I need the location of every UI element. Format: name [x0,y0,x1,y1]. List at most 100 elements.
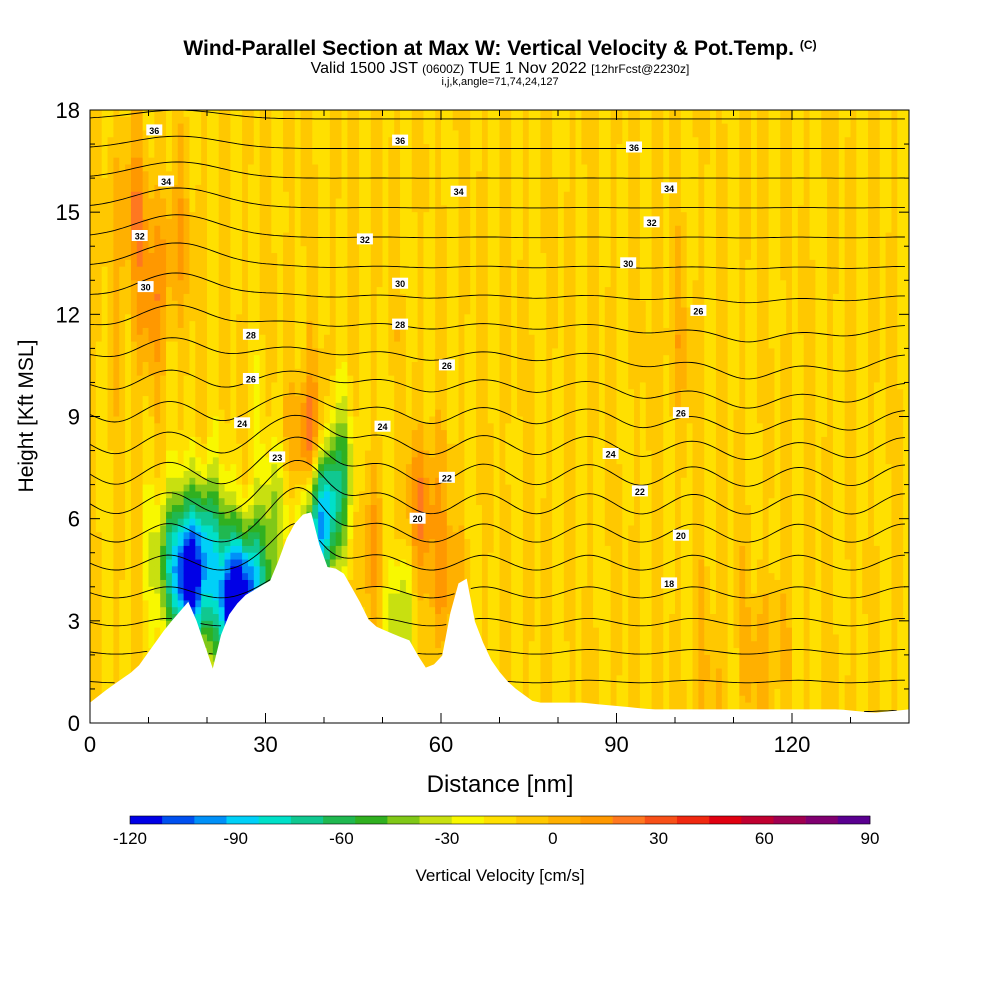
velocity-cell [283,450,290,458]
velocity-cell [353,525,360,533]
velocity-cell [171,532,179,540]
velocity-cell [101,280,109,288]
velocity-cell [142,573,150,581]
velocity-cell [253,470,261,479]
velocity-cell [382,436,389,445]
velocity-cell [113,648,120,656]
velocity-cell [353,559,360,567]
velocity-cell [212,552,220,561]
velocity-cell [359,470,366,479]
velocity-cell [405,539,413,547]
velocity-cell [148,341,155,349]
velocity-cell [300,137,308,145]
velocity-cell [382,382,389,390]
velocity-cell [388,491,395,499]
velocity-cell [224,423,231,431]
velocity-cell [283,137,290,145]
velocity-cell [136,423,144,431]
velocity-cell [277,314,284,322]
velocity-cell [283,362,290,370]
velocity-cell [148,614,155,622]
velocity-cell [177,545,185,554]
velocity-cell [201,579,208,588]
velocity-cell [265,348,272,356]
velocity-cell [119,191,126,200]
velocity-cell [353,389,360,397]
velocity-cell [359,116,366,125]
velocity-cell [405,457,413,465]
velocity-cell [335,545,343,554]
velocity-cell [347,341,354,349]
velocity-cell [400,586,407,595]
velocity-cell [253,246,261,254]
velocity-cell [359,498,366,506]
velocity-cell [242,470,249,479]
velocity-cell [359,382,366,390]
velocity-cell [195,266,202,275]
velocity-cell [294,116,302,125]
velocity-cell [359,123,366,132]
velocity-cell [207,184,214,193]
velocity-cell [107,450,114,458]
velocity-cell [171,300,179,309]
velocity-cell [253,266,261,275]
velocity-cell [294,191,302,200]
velocity-cell [312,157,319,166]
velocity-cell [142,586,150,595]
velocity-cell [95,116,103,125]
velocity-cell [171,525,179,533]
velocity-cell [353,314,360,322]
velocity-cell [166,511,173,520]
velocity-cell [130,348,138,356]
velocity-cell [405,259,413,268]
velocity-cell [370,430,378,438]
velocity-cell [189,198,196,206]
velocity-cell [388,116,395,125]
velocity-cell [212,321,220,329]
velocity-cell [166,607,173,615]
velocity-cell [142,525,150,533]
velocity-cell [195,239,202,247]
velocity-cell [171,259,179,268]
velocity-cell [376,607,384,615]
velocity-cell [236,123,243,132]
velocity-cell [201,450,208,458]
velocity-cell [107,348,114,356]
velocity-cell [195,491,202,499]
velocity-cell [136,566,144,574]
velocity-cell [160,464,167,472]
velocity-cell [265,307,272,315]
velocity-cell [148,545,155,554]
velocity-cell [130,614,138,622]
velocity-cell [154,164,161,172]
velocity-cell [107,607,114,615]
velocity-cell [154,450,161,458]
velocity-cell [277,171,284,179]
velocity-cell [136,178,144,186]
velocity-cell [125,239,132,247]
velocity-cell [347,573,354,581]
velocity-cell [283,525,290,533]
velocity-cell [288,266,296,275]
velocity-cell [218,157,226,166]
velocity-cell [136,593,144,601]
velocity-cell [166,402,173,411]
velocity-cell [125,212,132,220]
velocity-cell [154,545,161,554]
velocity-cell [230,280,237,288]
velocity-cell [394,402,401,411]
velocity-cell [329,191,337,200]
velocity-cell [370,511,378,520]
velocity-cell [166,321,173,329]
velocity-cell [312,423,319,431]
velocity-cell [119,246,126,254]
velocity-cell [212,559,220,567]
velocity-cell [364,178,372,186]
velocity-cell [183,443,191,452]
velocity-cell [388,123,395,132]
velocity-cell [347,123,354,132]
velocity-cell [90,362,97,370]
velocity-cell [195,218,202,227]
velocity-cell [224,157,231,166]
velocity-cell [113,144,120,152]
